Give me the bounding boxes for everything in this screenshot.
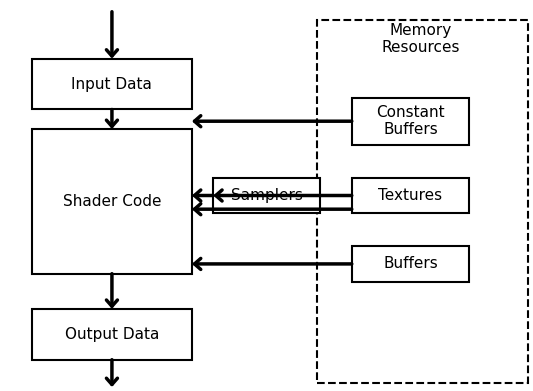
Text: Textures: Textures — [378, 188, 442, 203]
Text: Buffers: Buffers — [383, 256, 438, 271]
Text: Memory
Resources: Memory Resources — [382, 23, 461, 55]
FancyBboxPatch shape — [32, 59, 192, 109]
FancyBboxPatch shape — [213, 178, 320, 213]
Text: Shader Code: Shader Code — [63, 194, 161, 209]
FancyBboxPatch shape — [352, 246, 469, 282]
FancyBboxPatch shape — [352, 98, 469, 145]
FancyBboxPatch shape — [32, 309, 192, 360]
Text: Output Data: Output Data — [64, 327, 159, 342]
Text: Constant
Buffers: Constant Buffers — [376, 105, 445, 137]
Text: Samplers: Samplers — [231, 188, 302, 203]
FancyBboxPatch shape — [32, 129, 192, 274]
Text: Input Data: Input Data — [71, 77, 152, 91]
FancyBboxPatch shape — [352, 178, 469, 213]
